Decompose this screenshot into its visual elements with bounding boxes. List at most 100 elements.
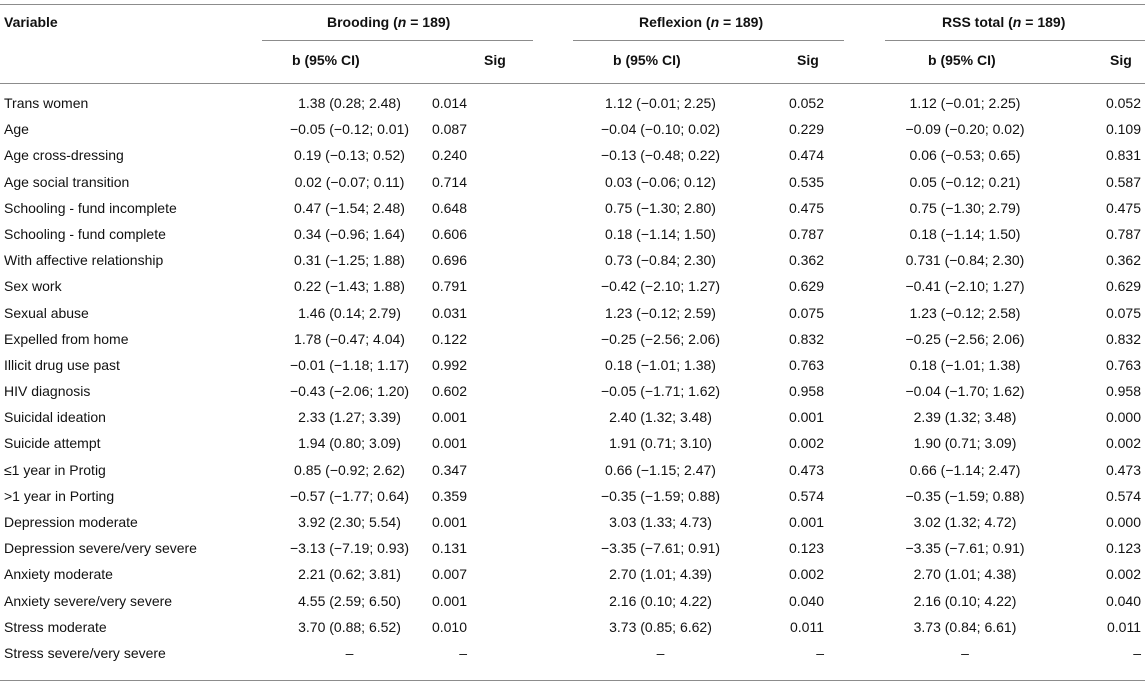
variable-cell: Suicidal ideation (4, 409, 106, 426)
reflexion-b-cell: −0.05 (−1.71; 1.62) (600, 383, 721, 400)
table-row: Stress moderate 3.70 (0.88; 6.52) 0.010 3.7… (0, 614, 1145, 640)
brooding-sig-cell: 0.122 (431, 330, 467, 347)
group-n-value: = 189 (410, 14, 446, 30)
reflexion-b-cell: 3.73 (0.85; 6.62) (609, 618, 712, 635)
reflexion-sig-cell: 0.229 (788, 121, 824, 138)
table-body: Trans women 1.38 (0.28; 2.48) 0.014 1.12 (−… (0, 90, 1145, 666)
table-row: Sex work 0.22 (−1.43; 1.88) 0.791 −0.42 (−2… (0, 273, 1145, 299)
reflexion-b-cell: −0.25 (−2.56; 2.06) (600, 330, 721, 347)
group-name: RSS total (942, 14, 1005, 30)
brooding-b-cell: 2.33 (1.27; 3.39) (298, 409, 401, 426)
variable-cell: Expelled from home (4, 330, 129, 347)
subheader-sig-brooding: Sig (484, 52, 506, 68)
variable-cell: >1 year in Porting (4, 487, 115, 504)
brooding-b-cell: 0.22 (−1.43; 1.88) (294, 278, 405, 295)
reflexion-b-cell: 1.23 (−0.12; 2.59) (605, 304, 716, 321)
group-name: Brooding (327, 14, 390, 30)
reflexion-b-cell: – (656, 644, 665, 661)
reflexion-sig-cell: 0.001 (788, 514, 824, 530)
brooding-b-cell: 4.55 (2.59; 6.50) (298, 592, 401, 609)
brooding-sig-cell: 0.001 (431, 514, 467, 530)
rss-sig-cell: 0.002 (1105, 435, 1141, 452)
brooding-sig-cell: 0.240 (431, 147, 467, 164)
rss-b-cell: 0.06 (−0.53; 0.65) (909, 147, 1021, 164)
table-row: Trans women 1.38 (0.28; 2.48) 0.014 1.12 (−… (0, 90, 1145, 116)
table-row: HIV diagnosis −0.43 (−2.06; 1.20) 0.602 −0.… (0, 378, 1145, 404)
table-row: Age social transition 0.02 (−0.07; 0.11) 0… (0, 169, 1145, 195)
table-row: ≤1 year in Protig 0.85 (−0.92; 2.62) 0.347… (0, 457, 1145, 483)
reflexion-b-cell: 2.70 (1.01; 4.39) (609, 566, 712, 583)
rss-b-cell: 0.18 (−1.01; 1.38) (909, 356, 1021, 373)
reflexion-b-cell: −3.35 (−7.61; 0.91) (600, 540, 721, 557)
table-row: Suicide attempt 1.94 (0.80; 3.09) 0.001 1.9… (0, 430, 1145, 456)
brooding-b-cell: – (345, 644, 354, 661)
brooding-b-cell: −0.43 (−2.06; 1.20) (289, 383, 410, 400)
group-n-label: n (397, 14, 407, 30)
header-reflexion: Reflexion (n = 189) (639, 14, 764, 30)
group-n-value: = 189 (1025, 14, 1061, 30)
variable-cell: Sexual abuse (4, 304, 89, 321)
group-n-label: n (1012, 14, 1022, 30)
reflexion-sig-cell: 0.040 (788, 592, 824, 609)
rss-b-cell: 2.16 (0.10; 4.22) (913, 592, 1017, 609)
rss-b-cell: −0.09 (−0.20; 0.02) (905, 121, 1025, 138)
reflexion-b-cell: −0.04 (−0.10; 0.02) (600, 121, 721, 138)
reflexion-b-cell: −0.35 (−1.59; 0.88) (600, 487, 721, 504)
brooding-sig-cell: 0.347 (431, 461, 467, 478)
header-rule (0, 83, 1145, 84)
table-row: Age cross-dressing 0.19 (−0.13; 0.52) 0.24… (0, 142, 1145, 168)
variable-cell: Stress severe/very severe (4, 644, 166, 661)
rss-b-cell: 1.23 (−0.12; 2.58) (909, 304, 1021, 321)
table-row: Illicit drug use past −0.01 (−1.18; 1.17)… (0, 352, 1145, 378)
rss-b-cell: – (961, 644, 969, 661)
reflexion-sig-cell: 0.535 (788, 173, 824, 190)
brooding-sig-cell: 0.087 (431, 121, 467, 138)
rss-sig-cell: 0.574 (1105, 487, 1141, 504)
brooding-b-cell: 3.92 (2.30; 5.54) (298, 514, 401, 530)
reflexion-sig-cell: – (816, 644, 824, 661)
brooding-sig-cell: 0.791 (431, 278, 467, 295)
table-row: With affective relationship 0.31 (−1.25; … (0, 247, 1145, 273)
subheader-sig-reflexion: Sig (797, 52, 819, 68)
table-row: Schooling - fund incomplete 0.47 (−1.54; … (0, 195, 1145, 221)
brooding-sig-cell: 0.007 (431, 566, 467, 583)
rss-b-cell: −0.41 (−2.10; 1.27) (905, 278, 1025, 295)
table-row: Suicidal ideation 2.33 (1.27; 3.39) 0.001 2… (0, 404, 1145, 430)
reflexion-group-rule (573, 40, 844, 41)
table-row: Anxiety moderate 2.21 (0.62; 3.81) 0.007 2.… (0, 561, 1145, 587)
reflexion-sig-cell: 0.123 (788, 540, 824, 557)
header-variable: Variable (4, 14, 58, 30)
rss-b-cell: −0.25 (−2.56; 2.06) (905, 330, 1025, 347)
variable-cell: Schooling - fund complete (4, 225, 166, 242)
brooding-b-cell: −0.01 (−1.18; 1.17) (289, 356, 410, 373)
rss-b-cell: −3.35 (−7.61; 0.91) (905, 540, 1025, 557)
rss-group-rule (885, 40, 1145, 41)
variable-cell: Age (4, 121, 29, 138)
brooding-sig-cell: 0.714 (431, 173, 467, 190)
rss-sig-cell: 0.629 (1105, 278, 1141, 295)
rss-sig-cell: – (1133, 644, 1141, 661)
brooding-sig-cell: 0.014 (431, 95, 467, 111)
rss-sig-cell: 0.831 (1105, 147, 1141, 164)
reflexion-sig-cell: 0.474 (788, 147, 824, 164)
brooding-b-cell: 3.70 (0.88; 6.52) (298, 618, 401, 635)
header-rss-total: RSS total (n = 189) (942, 14, 1066, 30)
variable-cell: Depression moderate (4, 514, 138, 530)
header-brooding: Brooding (n = 189) (327, 14, 451, 30)
reflexion-sig-cell: 0.787 (788, 225, 824, 242)
brooding-b-cell: 2.21 (0.62; 3.81) (298, 566, 401, 583)
variable-cell: Trans women (4, 95, 89, 111)
rss-sig-cell: 0.000 (1105, 514, 1141, 530)
rss-sig-cell: 0.832 (1105, 330, 1141, 347)
table-row: >1 year in Porting −0.57 (−1.77; 0.64) 0.3… (0, 483, 1145, 509)
brooding-sig-cell: 0.010 (431, 618, 467, 635)
reflexion-b-cell: 3.03 (1.33; 4.73) (609, 514, 712, 530)
rss-b-cell: −0.35 (−1.59; 0.88) (905, 487, 1025, 504)
rss-sig-cell: 0.587 (1105, 173, 1141, 190)
brooding-sig-cell: 0.001 (431, 592, 467, 609)
rss-b-cell: 0.731 (−0.84; 2.30) (905, 252, 1025, 269)
brooding-sig-cell: 0.131 (431, 540, 467, 557)
brooding-sig-cell: 0.602 (431, 383, 467, 400)
rss-b-cell: 1.90 (0.71; 3.09) (913, 435, 1017, 452)
rss-b-cell: 0.66 (−1.14; 2.47) (909, 461, 1021, 478)
